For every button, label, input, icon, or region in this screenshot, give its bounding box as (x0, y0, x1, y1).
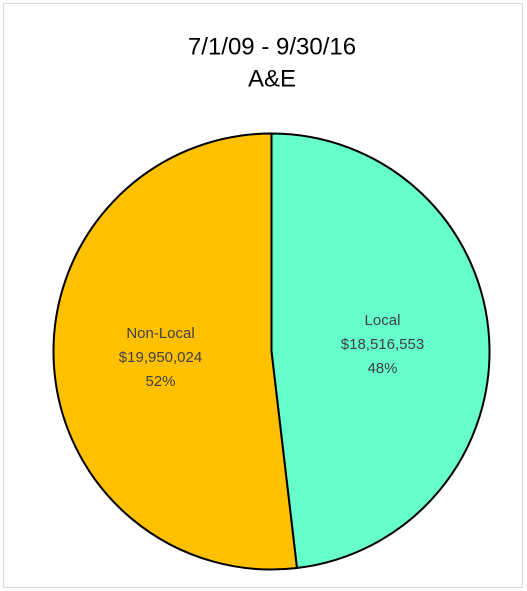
chart-subtitle: A&E (248, 65, 296, 92)
slice-value: $19,950,024 (119, 349, 202, 366)
slice-value: $18,516,553 (341, 336, 424, 353)
chart-title: 7/1/09 - 9/30/16 (188, 33, 356, 60)
slice-category: Non-Local (126, 325, 194, 342)
slice-percent: 48% (367, 360, 397, 377)
pie-slice (52, 132, 299, 571)
slice-percent: 52% (145, 373, 175, 390)
pie-slice (270, 132, 491, 570)
slice-category: Local (365, 312, 401, 329)
